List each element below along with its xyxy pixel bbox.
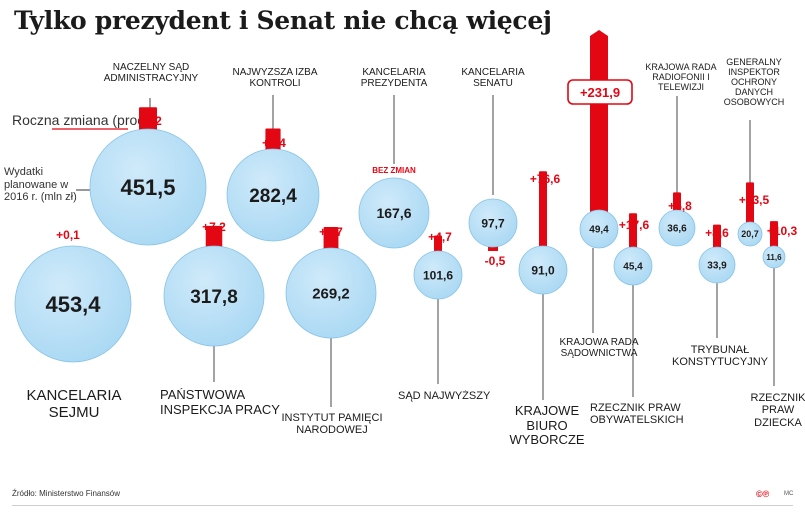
change-bar-nik bbox=[265, 128, 281, 153]
spending-value-rpo: 45,4 bbox=[623, 262, 643, 273]
change-bar-rpo bbox=[629, 213, 637, 251]
name-label-nik: NAJWYŻSZA IZBA KONTROLI bbox=[232, 67, 318, 90]
bubble-sn bbox=[413, 250, 463, 300]
bubble-nik bbox=[226, 148, 320, 242]
spending-value-tk: 33,9 bbox=[707, 261, 727, 272]
spending-value-pip: 317,8 bbox=[190, 287, 238, 308]
tall-bar-cap-krs bbox=[590, 30, 608, 36]
bubble-kancelaria-sejmu bbox=[14, 245, 132, 363]
change-value-nsa: +8,2 bbox=[138, 114, 162, 128]
name-label-text-nsa: NACZELNY SĄD ADMINISTRACYJNY bbox=[103, 62, 199, 85]
name-label-text-senat: KANCELARIA SENATU bbox=[461, 67, 525, 90]
spending-value-ipn: 269,2 bbox=[312, 285, 350, 302]
spending-value-krs: 49,4 bbox=[589, 225, 609, 236]
name-label-tk: TRYBUNAŁ KONSTYTUCYJNY bbox=[672, 344, 768, 369]
bubble-krrit bbox=[658, 209, 696, 247]
bubble-ipn bbox=[285, 247, 377, 339]
name-label-text-krs: KRAJOWA RADA SĄDOWNICTWA bbox=[559, 337, 639, 360]
spending-value-kancelaria-sejmu: 453,4 bbox=[45, 292, 101, 317]
name-label-text-krrit: KRAJOWA RADA RADIOFONII I TELEWIZJI bbox=[645, 62, 717, 93]
change-bar-krrit bbox=[673, 192, 681, 214]
change-value-krs: +231,9 bbox=[580, 85, 620, 100]
change-value-giodo: +23,5 bbox=[739, 193, 770, 207]
name-label-nsa: NACZELNY SĄD ADMINISTRACYJNY bbox=[103, 62, 199, 85]
name-label-text-rpo: RZECZNIK PRAW OBYWATELSKICH bbox=[590, 402, 684, 427]
name-label-ipn: INSTYTUT PAMIĘCI NARODOWEJ bbox=[281, 412, 383, 437]
source-note: Źródło: Ministerstwo Finansów bbox=[12, 489, 121, 498]
bottom-divider bbox=[12, 505, 793, 506]
change-value-pip: +7,2 bbox=[202, 220, 226, 234]
change-bar-sn bbox=[434, 235, 442, 255]
bubble-giodo bbox=[737, 221, 763, 247]
change-value-nik: +7,4 bbox=[262, 136, 286, 150]
name-label-krs: KRAJOWA RADA SĄDOWNICTWA bbox=[559, 337, 639, 360]
bubble-kprm-prezydenta bbox=[358, 177, 430, 249]
change-bar-ipn bbox=[323, 227, 339, 252]
name-label-kbw: KRAJOWE BIURO WYBORCZE bbox=[509, 404, 585, 448]
change-bar-rpd bbox=[770, 221, 778, 250]
name-label-text-kancelaria-sejmu: KANCELARIA SEJMU bbox=[26, 388, 122, 421]
bubble-rpo bbox=[613, 246, 653, 286]
spending-value-nsa: 451,5 bbox=[120, 175, 175, 200]
tall-bar-krs bbox=[590, 36, 608, 213]
change-bar-pip bbox=[205, 225, 223, 250]
change-value-rpo: +17,6 bbox=[619, 218, 650, 232]
spending-value-rpd: 11,6 bbox=[766, 253, 782, 262]
bubble-senat bbox=[468, 198, 518, 248]
callout-box-krs bbox=[567, 79, 633, 105]
spending-value-sn: 101,6 bbox=[423, 268, 453, 282]
name-label-text-nik: NAJWYŻSZA IZBA KONTROLI bbox=[232, 67, 318, 90]
bubble-krs bbox=[579, 209, 619, 249]
change-value-sn: +4,7 bbox=[428, 230, 452, 244]
change-value-kprm-prezydenta: BEZ ZMIAN bbox=[372, 166, 416, 175]
change-bar-nsa bbox=[139, 107, 157, 133]
change-bar-giodo bbox=[746, 182, 754, 226]
name-label-sn: SĄD NAJWYŻSZY bbox=[398, 390, 491, 402]
name-label-rpd: RZECZNIK PRAW DZIECKA bbox=[750, 392, 805, 429]
copyright-logo: ©℗ bbox=[756, 489, 770, 499]
legend-planned-spending: Wydatki planowane w 2016 r. (mln zł) bbox=[4, 166, 77, 204]
name-label-text-pip: PAŃSTWOWA INSPEKCJA PRACY bbox=[160, 388, 280, 417]
change-bar-senat bbox=[488, 246, 498, 251]
name-label-text-ipn: INSTYTUT PAMIĘCI NARODOWEJ bbox=[281, 412, 383, 437]
change-value-kancelaria-sejmu: +0,1 bbox=[56, 228, 80, 242]
name-label-text-rpd: RZECZNIK PRAW DZIECKA bbox=[750, 392, 805, 429]
name-label-text-sn: SĄD NAJWYŻSZY bbox=[398, 390, 491, 402]
change-value-kbw: +76,6 bbox=[530, 172, 561, 186]
spending-value-krrit: 36,6 bbox=[667, 224, 687, 235]
spending-value-nik: 282,4 bbox=[249, 186, 297, 207]
change-value-krrit: +5,8 bbox=[668, 199, 692, 213]
name-label-text-tk: TRYBUNAŁ KONSTYTUCYJNY bbox=[672, 344, 768, 369]
legend-annual-change: Roczna zmiana (proc.) bbox=[12, 112, 153, 128]
name-label-senat: KANCELARIA SENATU bbox=[461, 67, 525, 90]
name-label-krrit: KRAJOWA RADA RADIOFONII I TELEWIZJI bbox=[645, 62, 717, 93]
name-label-pip: PAŃSTWOWA INSPEKCJA PRACY bbox=[160, 388, 280, 417]
spending-value-senat: 97,7 bbox=[481, 216, 505, 230]
name-label-kancelaria-sejmu: KANCELARIA SEJMU bbox=[26, 388, 122, 421]
chart-title: Tylko prezydent i Senat nie chcą więcej bbox=[14, 6, 552, 35]
change-bar-kbw bbox=[539, 171, 547, 250]
name-label-text-giodo: GENERALNY INSPEKTOR OCHRONY DANYCH OSOBO… bbox=[723, 57, 785, 108]
spending-value-kprm-prezydenta: 167,6 bbox=[376, 205, 411, 221]
bubble-nsa bbox=[89, 128, 207, 246]
change-value-ipn: +7,7 bbox=[319, 225, 343, 239]
change-value-rpd: +10,3 bbox=[767, 224, 798, 238]
bubble-tk bbox=[698, 246, 736, 284]
bubble-pip bbox=[163, 245, 265, 347]
change-value-senat: -0,5 bbox=[485, 254, 506, 268]
spending-value-kbw: 91,0 bbox=[531, 263, 555, 277]
name-label-text-kbw: KRAJOWE BIURO WYBORCZE bbox=[509, 404, 585, 448]
name-label-text-kprm-prezydenta: KANCELARIA PREZYDENTA bbox=[360, 67, 428, 90]
change-bar-tk bbox=[713, 224, 721, 251]
name-label-rpo: RZECZNIK PRAW OBYWATELSKICH bbox=[590, 402, 684, 427]
spending-value-giodo: 20,7 bbox=[741, 229, 759, 239]
bubble-kbw bbox=[518, 245, 568, 295]
author-initials: MC bbox=[784, 491, 794, 497]
bubble-rpd bbox=[762, 245, 786, 269]
name-label-giodo: GENERALNY INSPEKTOR OCHRONY DANYCH OSOBO… bbox=[723, 57, 785, 108]
name-label-kprm-prezydenta: KANCELARIA PREZYDENTA bbox=[360, 67, 428, 90]
change-value-tk: +8,6 bbox=[705, 226, 729, 240]
